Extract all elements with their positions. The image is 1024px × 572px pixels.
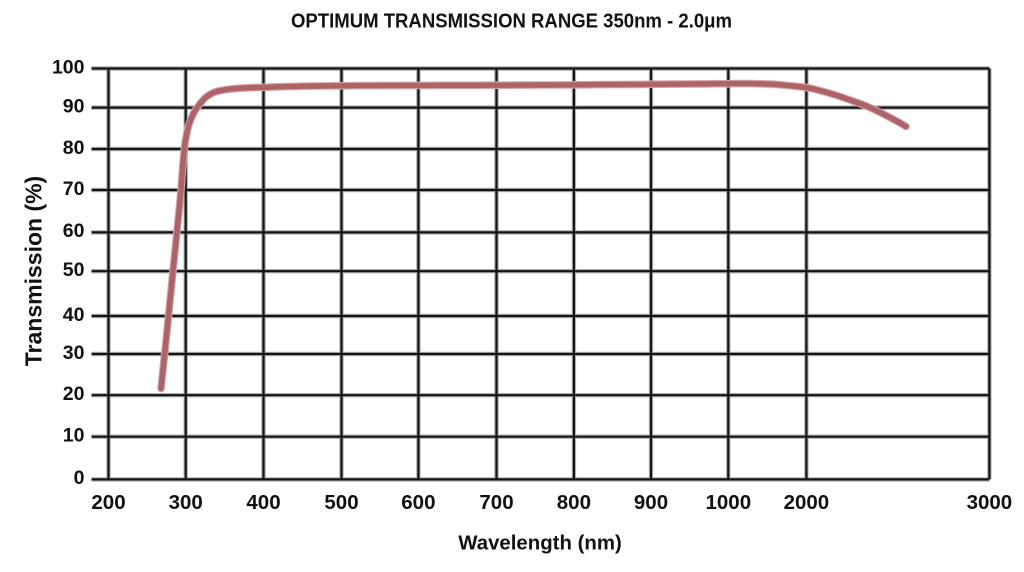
svg-text:10: 10 [63, 425, 85, 447]
svg-text:Transmission (%): Transmission (%) [20, 176, 46, 366]
svg-text:30: 30 [63, 342, 85, 364]
svg-text:Wavelength (nm): Wavelength (nm) [458, 533, 622, 555]
svg-text:70: 70 [63, 178, 85, 200]
svg-text:500: 500 [324, 491, 358, 514]
svg-text:OPTIMUM TRANSMISSION RANGE 350: OPTIMUM TRANSMISSION RANGE 350nm - 2.0μm [291, 11, 732, 33]
svg-text:40: 40 [63, 304, 85, 326]
svg-text:400: 400 [246, 491, 280, 514]
svg-text:80: 80 [63, 137, 85, 159]
svg-text:800: 800 [557, 491, 591, 514]
svg-text:0: 0 [74, 467, 85, 489]
svg-text:700: 700 [479, 491, 513, 514]
svg-text:90: 90 [63, 95, 85, 117]
svg-text:3000: 3000 [967, 491, 1013, 514]
svg-text:2000: 2000 [784, 491, 830, 514]
svg-text:60: 60 [63, 220, 85, 242]
svg-text:1000: 1000 [705, 491, 751, 514]
svg-text:300: 300 [169, 491, 203, 514]
svg-text:50: 50 [63, 259, 85, 281]
svg-text:600: 600 [401, 491, 435, 514]
svg-text:100: 100 [52, 56, 85, 78]
svg-text:200: 200 [91, 491, 125, 514]
svg-text:20: 20 [63, 383, 85, 405]
svg-text:900: 900 [634, 491, 668, 514]
